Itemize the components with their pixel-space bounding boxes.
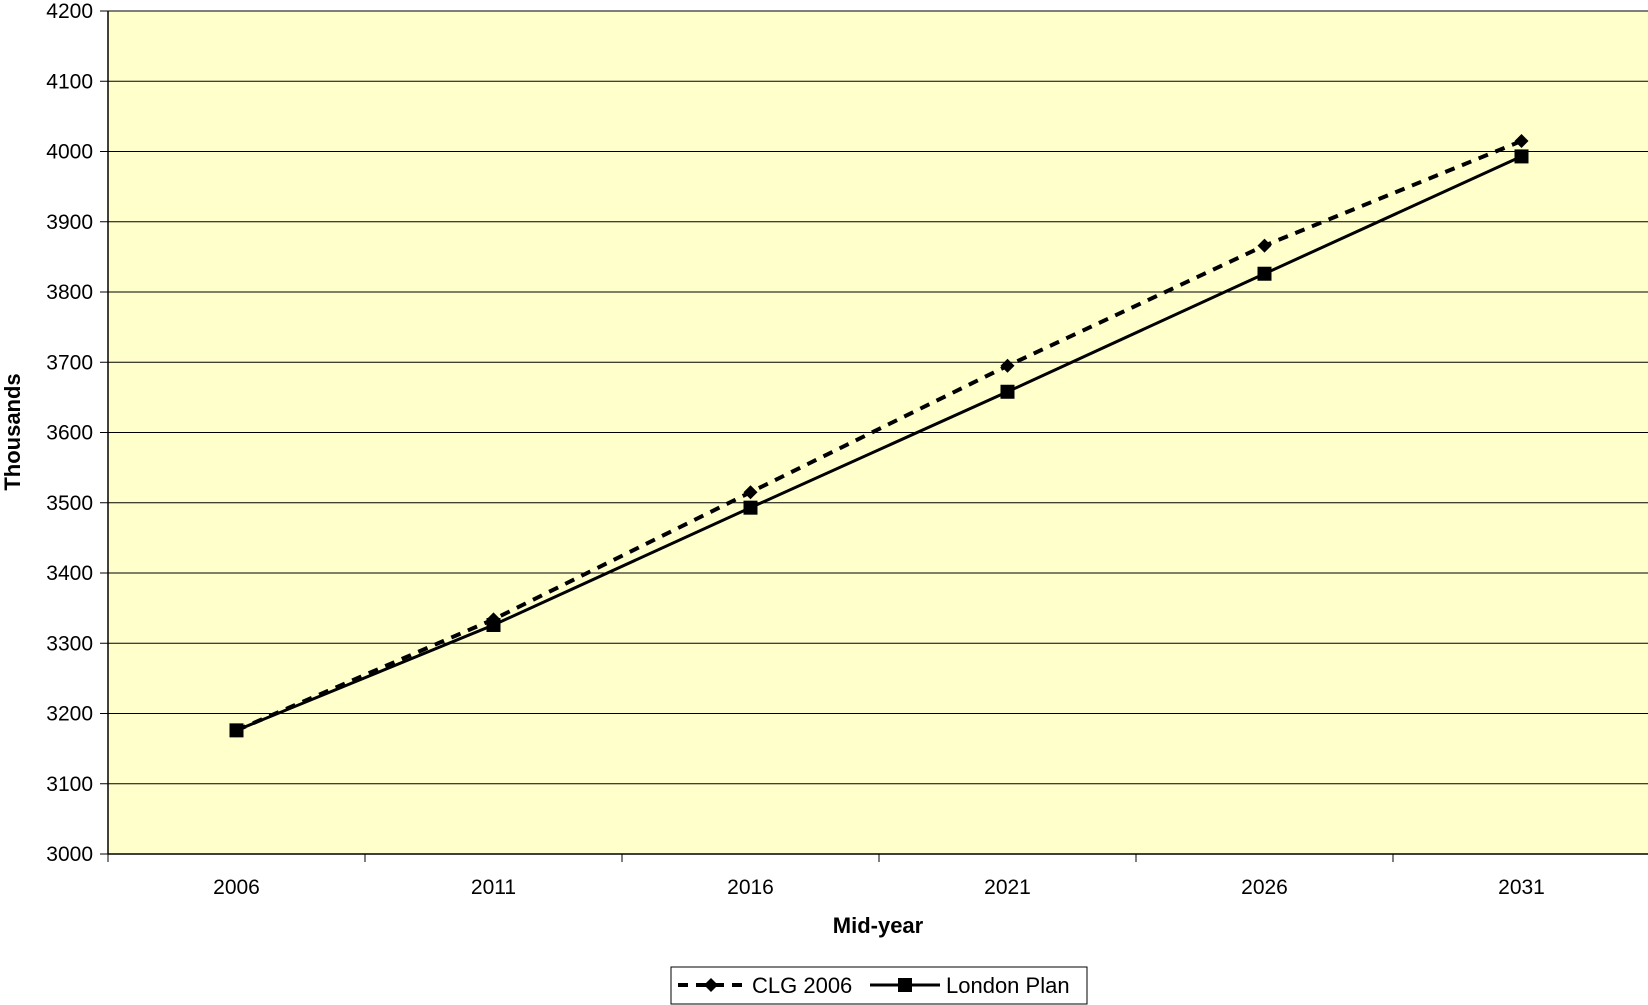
y-tick-label-3700: 3700 (46, 351, 93, 374)
y-tick-label-4100: 4100 (46, 70, 93, 93)
x-tick-label-2006: 2006 (213, 876, 260, 899)
y-tick-label-3100: 3100 (46, 773, 93, 796)
y-tick-label-3000: 3000 (46, 843, 93, 866)
gridlines (108, 10, 1648, 785)
data-point-london-plan-2006 (229, 723, 244, 738)
data-point-london-plan-2021 (1000, 384, 1015, 399)
series-line-london-plan (235, 155, 1523, 732)
data-point-london-plan-2031 (1514, 149, 1529, 164)
data-point-london-plan-2011 (486, 617, 501, 632)
y-tick-label-4000: 4000 (46, 141, 93, 164)
y-axis-ticks: 3000 3100 3200 3300 3400 3500 3600 3700 3800 3900… (46, 0, 108, 866)
data-point-clg-2006-2031 (1514, 133, 1529, 148)
legend-marker-london-plan (898, 978, 912, 992)
x-tick-label-2026: 2026 (1241, 876, 1288, 899)
x-tick-label-2011: 2011 (471, 876, 516, 899)
data-point-london-plan-2026 (1257, 266, 1272, 281)
data-point-clg-2006-2026 (1257, 238, 1272, 253)
x-tick-label-2016: 2016 (727, 876, 774, 899)
legend: CLG 2006 London Plan (670, 966, 1088, 1005)
y-tick-label-3200: 3200 (46, 703, 93, 726)
series-london-plan (229, 149, 1529, 738)
y-tick-label-3500: 3500 (46, 492, 93, 515)
data-point-clg-2006-2016 (743, 485, 758, 500)
series-line-clg-2006 (235, 139, 1523, 733)
x-tick-label-2031: 2031 (1498, 876, 1545, 899)
y-tick-label-3800: 3800 (46, 281, 93, 304)
y-tick-label-3600: 3600 (46, 422, 93, 445)
y-axis-title: Thousands (0, 373, 25, 490)
x-axis-title: Mid-year (833, 913, 924, 938)
y-tick-label-4200: 4200 (46, 0, 93, 23)
x-tick-label-2021: 2021 (984, 876, 1031, 899)
legend-marker-clg-2006 (704, 978, 718, 992)
legend-label-clg-2006: CLG 2006 (752, 973, 852, 998)
y-tick-label-3900: 3900 (46, 211, 93, 234)
y-tick-label-3400: 3400 (46, 562, 93, 585)
data-point-clg-2006-2021 (1000, 358, 1015, 373)
legend-label-london-plan: London Plan (946, 973, 1070, 998)
x-axis-ticks: 2006 2011 2016 2021 2026 2031 (107, 854, 1545, 899)
series-layer (229, 133, 1529, 738)
y-tick-label-3300: 3300 (46, 632, 93, 655)
data-point-london-plan-2016 (743, 500, 758, 515)
